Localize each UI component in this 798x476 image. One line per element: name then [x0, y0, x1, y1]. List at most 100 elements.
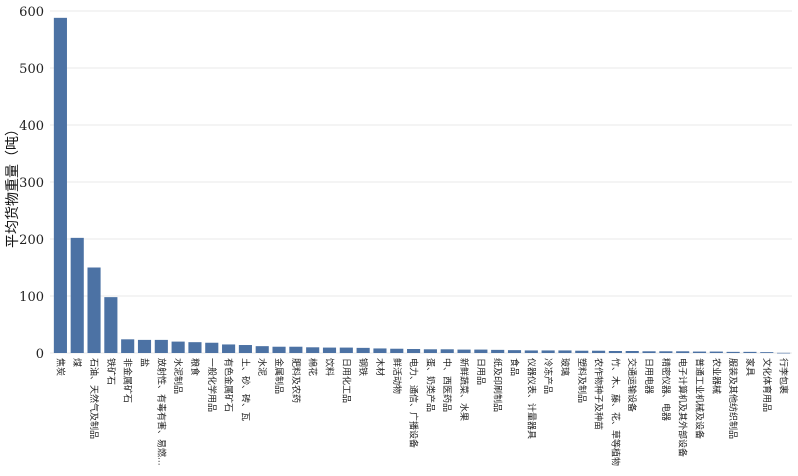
- bar: [373, 348, 387, 353]
- bar: [507, 350, 522, 353]
- y-tick-label: 100: [19, 290, 44, 305]
- x-tick-label: 竹、木、藤、花、草等植物: [609, 358, 621, 466]
- bar: [743, 351, 757, 353]
- bar: [154, 339, 168, 353]
- x-tick-label: 中、西医药品: [441, 358, 453, 412]
- bar: [255, 346, 269, 353]
- y-axis-label: 平均货物重量（吨）: [4, 122, 21, 248]
- x-tick-label: 塑料及制品: [576, 358, 588, 403]
- x-tick-label: 水泥: [256, 358, 268, 376]
- x-tick-label: 新鲜蔬菜、水果: [458, 358, 470, 421]
- bar: [390, 348, 404, 353]
- x-tick-label: 日用化工品: [340, 358, 352, 403]
- y-tick-label: 200: [19, 233, 44, 248]
- bar: [306, 347, 320, 353]
- x-tick-label: 土、砂、砖、瓦: [239, 358, 251, 421]
- x-tick-label: 交通运输设备: [626, 358, 638, 412]
- bar: [423, 349, 437, 353]
- y-tick-label: 400: [19, 119, 44, 134]
- x-tick-label: 农业器械: [710, 358, 722, 394]
- bar: [457, 349, 471, 353]
- x-tick-label: 文化体育用品: [761, 358, 773, 412]
- bar: [188, 342, 202, 353]
- x-tick-label: 肥料及农药: [290, 358, 302, 403]
- x-tick-label: 农作物种子及种苗: [593, 358, 605, 430]
- y-tick-label: 0: [36, 347, 44, 362]
- bar: [121, 339, 135, 353]
- bar: [87, 267, 101, 353]
- bar: [692, 351, 707, 353]
- bar: [356, 347, 370, 353]
- bar: [709, 351, 723, 353]
- x-tick-label: 家具: [744, 358, 756, 376]
- bar: [608, 351, 622, 353]
- bar: [53, 17, 67, 354]
- y-tick-label: 500: [19, 62, 44, 77]
- x-tick-label: 有色金属矿石: [223, 358, 235, 412]
- x-tick-label: 粮食: [189, 358, 201, 376]
- x-tick-label: 玻璃: [559, 358, 571, 376]
- x-tick-label: 焦炭: [54, 358, 66, 376]
- x-tick-label: 精密仪器、电器: [660, 358, 672, 421]
- x-tick-label: 蛋、奶类产品: [424, 358, 436, 412]
- x-tick-label: 服装及其他纺织制品: [727, 358, 739, 439]
- x-tick-label: 煤: [71, 358, 83, 367]
- bar: [592, 350, 606, 353]
- x-tick-label: 仪器仪表、计量器具: [525, 358, 537, 439]
- bar: [322, 347, 337, 353]
- x-tick-label: 棉花: [307, 358, 319, 376]
- y-axis: 0 100 200 300 400 500 600: [19, 5, 44, 362]
- x-tick-label: 一般化学用品: [206, 358, 218, 412]
- x-tick-label: 饮料: [324, 358, 336, 376]
- bar: [407, 349, 421, 353]
- bar: [642, 351, 656, 353]
- x-tick-label: 金属制品: [273, 358, 285, 394]
- x-tick-label: 日用品: [475, 358, 486, 385]
- bar: [238, 345, 252, 353]
- bar: [760, 352, 774, 353]
- x-tick-label: 电力、通信、广播设备: [408, 358, 420, 448]
- x-axis-labels: 焦炭煤石油、天然气及制品 铁矿石 非金属矿石盐放射性、有毒有害、易燃... 水泥制品粮…: [54, 358, 789, 466]
- bar: [625, 351, 639, 353]
- x-tick-label: 非金属矿石: [122, 358, 134, 403]
- bar: [70, 237, 84, 353]
- x-tick-label: 水泥制品: [172, 358, 184, 394]
- bar: [440, 349, 454, 353]
- x-tick-label: 纸及印刷制品: [492, 358, 504, 412]
- bar: [474, 349, 488, 353]
- bar: [491, 349, 505, 353]
- bar: [541, 350, 555, 353]
- y-tick-label: 300: [19, 176, 44, 191]
- x-tick-label: 食品: [509, 358, 521, 376]
- bar: [575, 350, 589, 353]
- bar: [676, 351, 690, 353]
- x-tick-label: 普通工业机械及设备: [694, 358, 706, 439]
- x-tick-label: 钢铁: [357, 358, 369, 376]
- x-tick-label: 石油、天然气及制品: [88, 358, 100, 439]
- bar: [137, 339, 152, 353]
- bar: [171, 341, 185, 353]
- bar: [222, 344, 236, 353]
- x-tick-label: 鲜活动物: [391, 358, 403, 394]
- bar: [205, 342, 219, 353]
- bar: [104, 297, 118, 353]
- x-tick-label: 铁矿石: [105, 358, 117, 385]
- bar: [726, 351, 740, 353]
- y-tick-label: 600: [19, 5, 44, 20]
- x-tick-label: 冷冻产品: [542, 358, 554, 394]
- x-tick-label: 盐: [139, 358, 151, 367]
- bar: [524, 350, 538, 353]
- grid-lines: [50, 10, 792, 354]
- bar: [777, 352, 791, 354]
- bars: [53, 17, 791, 354]
- bar: [659, 351, 673, 353]
- x-tick-label: 日用电器: [643, 358, 655, 394]
- x-tick-label: 电子计算机及其外部设备: [677, 358, 689, 457]
- bar: [558, 350, 572, 353]
- x-tick-label: 放射性、有毒有害、易燃...: [155, 358, 167, 466]
- x-tick-label: 行李包裹: [778, 358, 790, 394]
- bar: [339, 347, 353, 353]
- bar: [289, 346, 303, 353]
- x-tick-label: 木材: [374, 358, 386, 376]
